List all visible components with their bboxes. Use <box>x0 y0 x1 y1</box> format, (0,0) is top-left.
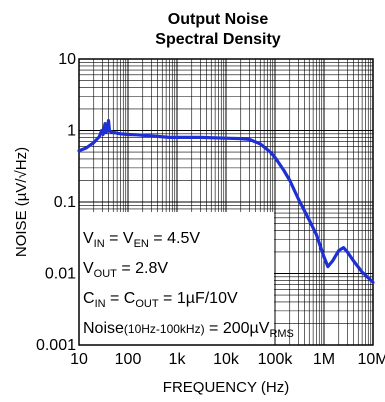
condition-annotation: CIN = COUT = 1µF/10V <box>83 290 238 310</box>
chart-title-line1: Output Noise <box>168 11 269 28</box>
y-tick-label: 0.01 <box>45 266 76 283</box>
y-tick-label: 0.1 <box>54 194 76 211</box>
y-tick-label: 10 <box>58 51 76 68</box>
x-tick-label: 1k <box>169 351 187 368</box>
x-tick-label: 10M <box>357 351 385 368</box>
chart-title-line2: Spectral Density <box>155 31 280 48</box>
condition-annotation: VOUT = 2.8V <box>83 260 168 280</box>
condition-annotation: Noise(10Hz-100kHz) = 200µVRMS <box>83 320 294 340</box>
x-tick-label: 10 <box>70 351 88 368</box>
annotations: VIN = VEN = 4.5V VOUT = 2.8V CIN = COUT = … <box>83 230 294 340</box>
plot-frame <box>78 58 374 346</box>
x-axis-label: FREQUENCY (Hz) <box>163 379 289 396</box>
x-tick-label: 100 <box>115 351 142 368</box>
y-tick-label: 1 <box>67 123 76 140</box>
x-tick-label: 10k <box>213 351 240 368</box>
series-layer <box>77 118 375 284</box>
noise-series-line <box>77 118 375 284</box>
annotation-box <box>79 212 274 345</box>
x-tick-label: 1M <box>313 351 335 368</box>
condition-annotation: VIN = VEN = 4.5V <box>83 230 200 250</box>
y-axis-label: NOISE (µV/√Hz) <box>13 147 30 257</box>
x-tick-label: 100k <box>258 351 294 368</box>
y-tick-label: 0.001 <box>36 337 76 354</box>
tick-labels: 10 100 1k 10k 100k 1M 10M 10 1 0.1 0.01 0.001 <box>36 51 385 368</box>
